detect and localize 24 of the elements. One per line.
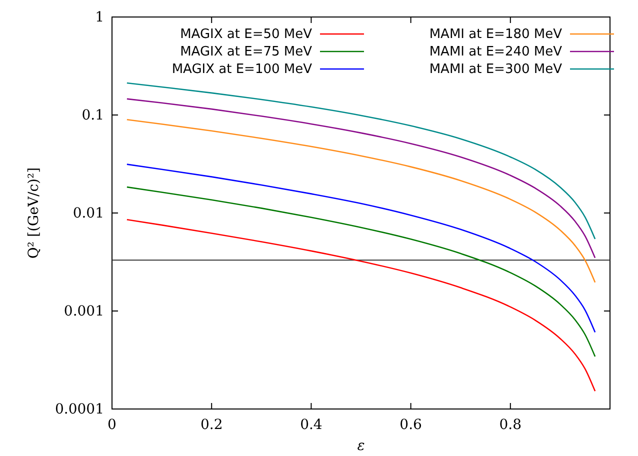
legend-label: MAGIX at E=50 MeV <box>180 27 312 42</box>
y-tick-label: 0.01 <box>72 205 104 222</box>
x-axis-title: ε <box>357 438 365 454</box>
legend-label: MAGIX at E=100 MeV <box>172 62 312 77</box>
legend-label: MAMI at E=300 MeV <box>429 62 562 77</box>
line-series <box>126 118 596 284</box>
line-series <box>126 82 596 240</box>
line-series <box>126 98 596 259</box>
legend-label: MAMI at E=180 MeV <box>429 27 562 42</box>
line-series <box>126 164 596 333</box>
y-tick-label: 0.0001 <box>55 401 104 418</box>
legend-label: MAMI at E=240 MeV <box>429 44 562 60</box>
y-tick-label: 0.1 <box>82 107 104 124</box>
x-tick-label: 0.4 <box>300 416 322 433</box>
x-tick-label: 0.2 <box>200 416 223 433</box>
y-axis-title: Q² [(GeV/c)²] <box>26 167 42 259</box>
legend-label: MAGIX at E=75 MeV <box>180 44 312 60</box>
x-tick-label: 0.8 <box>499 416 522 433</box>
y-tick-label: 0.001 <box>64 303 104 320</box>
line-series <box>126 186 596 358</box>
line-series <box>126 218 596 392</box>
y-tick-label: 1 <box>95 9 104 26</box>
x-tick-label: 0 <box>108 416 116 433</box>
x-tick-label: 0.6 <box>400 416 422 433</box>
